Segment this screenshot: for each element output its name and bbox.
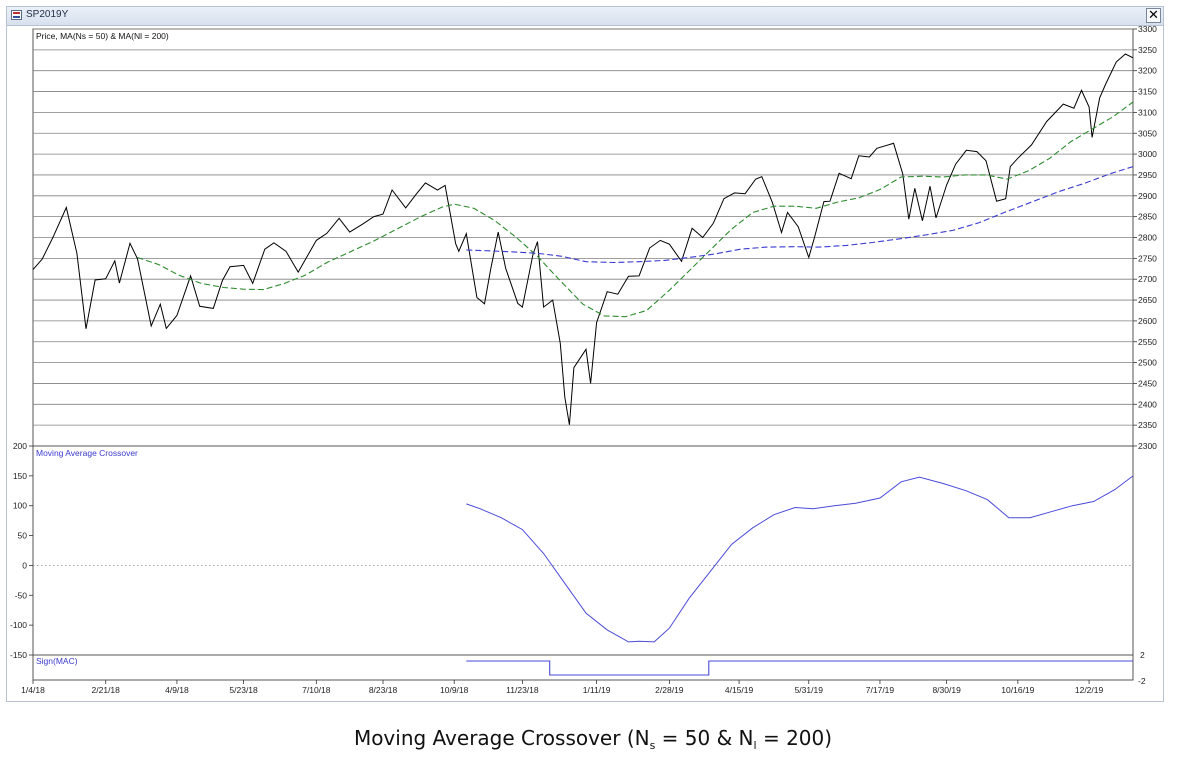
x-axis-tick-label: 10/16/19 — [1001, 685, 1034, 695]
figure-caption: Moving Average Crossover (Ns = 50 & Nl =… — [0, 726, 1186, 752]
x-axis-tick-label: 4/9/18 — [165, 685, 189, 695]
caption-text-3: = 200) — [756, 726, 833, 750]
mac-y-tick-label: -100 — [10, 620, 27, 630]
mac-y-tick-label: -50 — [15, 590, 28, 600]
price-y-tick-label: 2750 — [1138, 253, 1157, 263]
ma-long-line — [466, 166, 1134, 264]
price-y-tick-label: 2600 — [1138, 316, 1157, 326]
price-y-tick-label: 3000 — [1138, 149, 1157, 159]
price-y-tick-label: 3150 — [1138, 87, 1157, 97]
x-axis-tick-label: 8/23/18 — [369, 685, 398, 695]
mac-y-tick-label: 50 — [18, 531, 28, 541]
price-y-tick-label: 2800 — [1138, 233, 1157, 243]
price-y-tick-label: 3050 — [1138, 128, 1157, 138]
price-y-tick-label: 2350 — [1138, 420, 1157, 430]
mac-y-tick-label: 200 — [13, 441, 27, 451]
price-panel-title: Price, MA(Ns = 50) & MA(Nl = 200) — [36, 31, 169, 41]
price-y-tick-label: 2900 — [1138, 191, 1157, 201]
x-axis-tick-label: 2/21/18 — [92, 685, 121, 695]
window-title: SP2019Y — [26, 9, 69, 20]
x-axis-tick-label: 5/23/18 — [229, 685, 258, 695]
x-axis-tick-label: 8/30/19 — [932, 685, 961, 695]
sign-y-tick-label-bottom: -2 — [1138, 676, 1146, 686]
x-axis-tick-label: 7/17/19 — [866, 685, 895, 695]
ma-short-line — [137, 101, 1134, 318]
chart-window: SP2019Y ✕ — [6, 6, 1164, 702]
mac-line — [466, 475, 1134, 643]
x-axis-tick-label: 1/11/19 — [583, 685, 611, 695]
price-y-tick-label: 2450 — [1138, 378, 1157, 388]
price-y-tick-label: 2950 — [1138, 170, 1157, 180]
mac-panel-title: Moving Average Crossover — [36, 448, 138, 458]
x-axis-tick-label: 2/28/19 — [655, 685, 684, 695]
close-button[interactable]: ✕ — [1146, 8, 1161, 23]
x-axis-tick-label: 10/9/18 — [440, 685, 469, 695]
title-bar: SP2019Y ✕ — [7, 7, 1163, 26]
sign-line — [466, 660, 1133, 676]
mac-y-tick-label: 150 — [13, 471, 27, 481]
mac-y-tick-label: -150 — [10, 650, 27, 660]
price-y-tick-label: 3200 — [1138, 66, 1157, 76]
x-axis-tick-label: 7/10/18 — [302, 685, 331, 695]
x-axis-tick-label: 11/23/18 — [506, 685, 539, 695]
price-y-tick-label: 3100 — [1138, 107, 1157, 117]
caption-subscript-s: s — [649, 739, 656, 752]
price-y-tick-label: 2700 — [1138, 274, 1157, 284]
price-y-tick-label: 3250 — [1138, 45, 1157, 55]
price-y-tick-label: 2850 — [1138, 212, 1157, 222]
mac-y-tick-label: 0 — [22, 560, 27, 570]
sign-panel-title: Sign(MAC) — [36, 656, 78, 666]
price-line — [32, 53, 1134, 425]
price-y-tick-label: 2300 — [1138, 441, 1157, 451]
x-axis-tick-label: 12/2/19 — [1075, 685, 1104, 695]
caption-subscript-l: l — [753, 739, 757, 752]
price-y-tick-label: 2550 — [1138, 337, 1157, 347]
caption-text-1: Moving Average Crossover (N — [353, 726, 650, 750]
price-y-tick-label: 2400 — [1138, 399, 1157, 409]
x-axis-tick-label: 4/15/19 — [725, 685, 754, 695]
price-y-tick-label: 2650 — [1138, 295, 1157, 305]
x-axis-tick-label: 5/31/19 — [795, 685, 824, 695]
x-axis-tick-label: 1/4/18 — [21, 685, 45, 695]
mac-y-tick-label: 100 — [13, 501, 27, 511]
app-chart-icon — [11, 10, 22, 20]
price-y-tick-label: 2500 — [1138, 358, 1157, 368]
sign-y-tick-label-top: 2 — [1140, 650, 1145, 660]
price-y-tick-label: 3300 — [1138, 24, 1157, 34]
caption-text-2: = 50 & N — [655, 726, 754, 750]
